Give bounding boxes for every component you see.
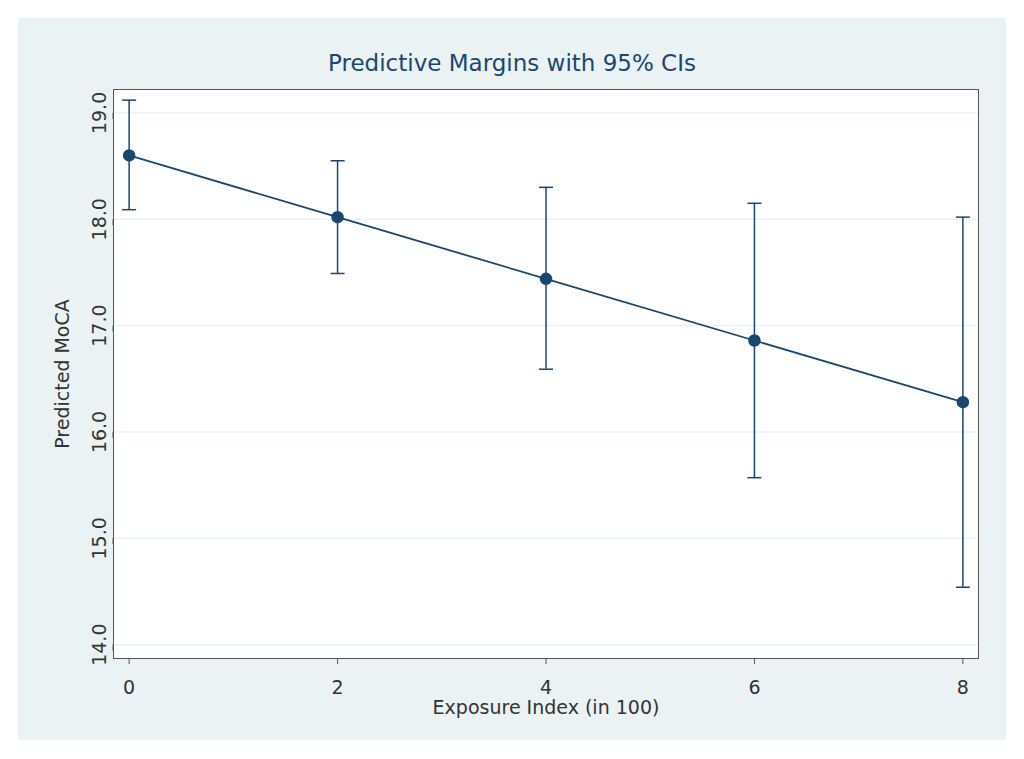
svg-text:15.0: 15.0	[88, 517, 110, 559]
svg-text:14.0: 14.0	[88, 624, 110, 666]
html-text:Predictive Margins with 95% CI: Predictive Margins with 95% CIs	[328, 50, 696, 76]
svg-text:18.0: 18.0	[88, 198, 110, 240]
svg-text:0: 0	[123, 676, 135, 698]
svg-text:19.0: 19.0	[88, 92, 110, 134]
svg-text:Exposure Index (in 100): Exposure Index (in 100)	[433, 696, 660, 718]
svg-text:8: 8	[957, 676, 969, 698]
svg-text:16.0: 16.0	[88, 411, 110, 453]
svg-text:Predicted MoCA: Predicted MoCA	[51, 299, 73, 449]
svg-text:17.0: 17.0	[88, 304, 110, 346]
svg-text:2: 2	[332, 676, 344, 698]
svg-text:6: 6	[748, 676, 760, 698]
svg-text:4: 4	[540, 676, 552, 698]
